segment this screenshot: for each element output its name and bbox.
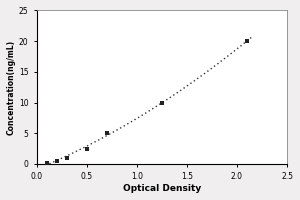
X-axis label: Optical Density: Optical Density [123,184,201,193]
Y-axis label: Concentration(ng/mL): Concentration(ng/mL) [7,40,16,135]
